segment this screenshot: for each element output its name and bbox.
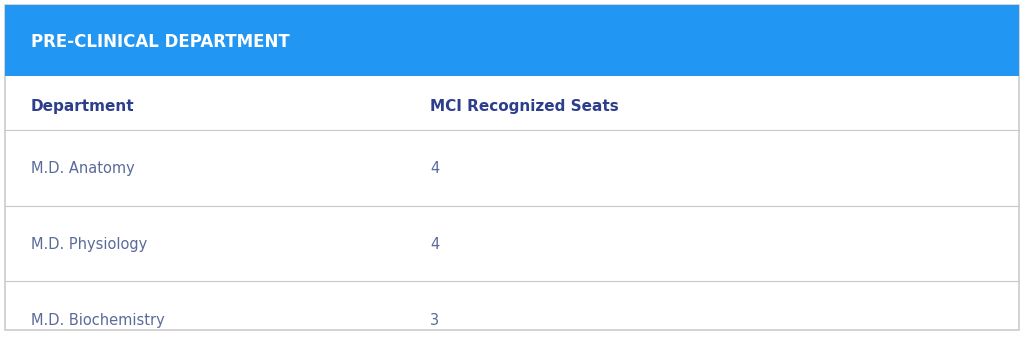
Text: 3: 3 (430, 313, 439, 328)
Text: M.D. Anatomy: M.D. Anatomy (31, 161, 134, 176)
Text: MCI Recognized Seats: MCI Recognized Seats (430, 99, 618, 114)
Text: 4: 4 (430, 237, 439, 252)
Text: 4: 4 (430, 161, 439, 176)
FancyBboxPatch shape (5, 5, 1019, 76)
Text: PRE-CLINICAL DEPARTMENT: PRE-CLINICAL DEPARTMENT (31, 33, 290, 51)
Text: M.D. Physiology: M.D. Physiology (31, 237, 147, 252)
Text: M.D. Biochemistry: M.D. Biochemistry (31, 313, 165, 328)
FancyBboxPatch shape (5, 5, 1019, 330)
Text: Department: Department (31, 99, 134, 114)
